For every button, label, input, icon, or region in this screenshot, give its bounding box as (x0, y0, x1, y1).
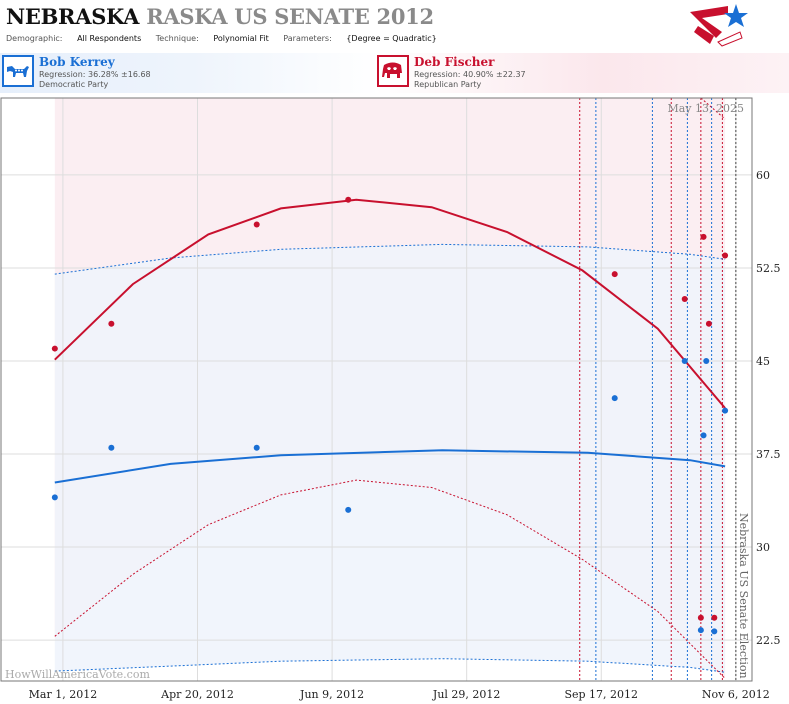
rep-poll-point (108, 320, 115, 327)
title-rest: RASKA US SENATE 2012 (146, 4, 434, 29)
x-axis-ticks: Mar 1, 2012 Apr 20, 2012 Jun 9, 2012 Jul 29… (29, 688, 770, 701)
parameters-label: Parameters: (283, 34, 332, 43)
dem-poll-point (51, 494, 58, 501)
technique-value: Polynomial Fit (213, 34, 269, 43)
donkey-icon-graphic (7, 66, 29, 77)
x-tick-label: Apr 20, 2012 (160, 688, 234, 701)
plot-frame (0, 97, 753, 682)
dem-poll-point (700, 432, 707, 439)
y-axis-ticks: 60 52.5 45 37.5 30 22.5 (756, 169, 781, 647)
candidate-rep-regression: Regression: 40.90% ±22.37 (414, 70, 526, 79)
parameters-value: {Degree = Quadratic} (346, 34, 437, 43)
y-tick-label: 22.5 (756, 634, 781, 647)
rep-poll-point (681, 295, 688, 302)
candidate-rep-panel[interactable]: Deb Fischer Regression: 40.90% ±22.37 Re… (375, 53, 789, 93)
rep-poll-point (253, 221, 260, 228)
band-boundary-line (700, 97, 726, 120)
x-tick-label: Jul 29, 2012 (432, 688, 501, 701)
rep-regression-line (54, 198, 726, 409)
election-label: Nebraska US Senate Election (737, 513, 750, 679)
band-boundary-lines (54, 97, 726, 679)
rep-poll-point (697, 614, 704, 621)
x-tick-label: Sep 17, 2012 (564, 688, 638, 701)
candidates-bar: Bob Kerrey Regression: 36.28% ±16.68 Dem… (0, 53, 789, 95)
band-boundary-line (54, 479, 726, 679)
rep-poll-point (705, 320, 712, 327)
rep-poll-point (700, 233, 707, 240)
grid-lines (1, 98, 752, 681)
demographic-label: Demographic: (6, 34, 63, 43)
y-tick-label: 52.5 (756, 262, 781, 275)
candidate-rep-name: Deb Fischer (414, 55, 495, 69)
page-title: NEBRASKA RASKA US SENATE 2012 (6, 4, 434, 29)
dem-poll-point (722, 407, 729, 414)
x-tick-label: Jun 9, 2012 (299, 688, 364, 701)
demographic-value: All Respondents (77, 34, 142, 43)
dem-poll-point (108, 444, 115, 451)
site-logo[interactable] (688, 2, 750, 48)
chart-date-label: May 13, 2025 (667, 102, 744, 115)
candidate-dem-party: Democratic Party (39, 80, 109, 89)
watermark: HowWillAmericaVote.com (5, 668, 150, 681)
candidate-dem-name: Bob Kerrey (39, 55, 115, 69)
dem-regression-line (54, 449, 726, 484)
y-tick-label: 45 (756, 355, 770, 368)
dem-poll-point (253, 444, 260, 451)
poll-points (51, 196, 729, 635)
x-tick-label: Mar 1, 2012 (29, 688, 98, 701)
rep-poll-point (345, 196, 352, 203)
rep-poll-point (611, 271, 618, 278)
title-state: NEBRASKA (6, 4, 140, 29)
parameters-line: Demographic: All Respondents Technique: … (6, 34, 449, 43)
poll-chart: 60 52.5 45 37.5 30 22.5 Mar 1, 2012 Apr 20, 20… (0, 97, 781, 701)
y-tick-label: 60 (756, 169, 770, 182)
band-boundary-line (54, 243, 726, 275)
elephant-icon-graphic (382, 62, 402, 78)
rep-poll-point (711, 614, 718, 621)
regression-lines (54, 198, 726, 484)
dem-poll-point (711, 628, 718, 635)
rep-poll-point (722, 252, 729, 259)
donkey-icon (2, 55, 34, 87)
x-tick-label: Nov 6, 2012 (702, 688, 770, 701)
poll-date-lines (579, 98, 737, 681)
dem-confidence-band (54, 244, 726, 673)
elephant-icon (377, 55, 409, 87)
technique-label: Technique: (155, 34, 199, 43)
title-bar: NEBRASKA RASKA US SENATE 2012 Demographi… (0, 0, 789, 50)
dem-poll-point (681, 357, 688, 364)
rep-poll-point (51, 345, 58, 352)
dem-poll-point (611, 395, 618, 402)
dem-poll-point (703, 357, 710, 364)
candidate-rep-party: Republican Party (414, 80, 482, 89)
y-tick-label: 30 (756, 541, 770, 554)
candidate-dem-panel[interactable]: Bob Kerrey Regression: 36.28% ±16.68 Dem… (0, 53, 380, 93)
y-tick-label: 37.5 (756, 448, 781, 461)
candidate-dem-regression: Regression: 36.28% ±16.68 (39, 70, 151, 79)
dem-poll-point (697, 627, 704, 634)
dem-poll-point (345, 506, 352, 513)
